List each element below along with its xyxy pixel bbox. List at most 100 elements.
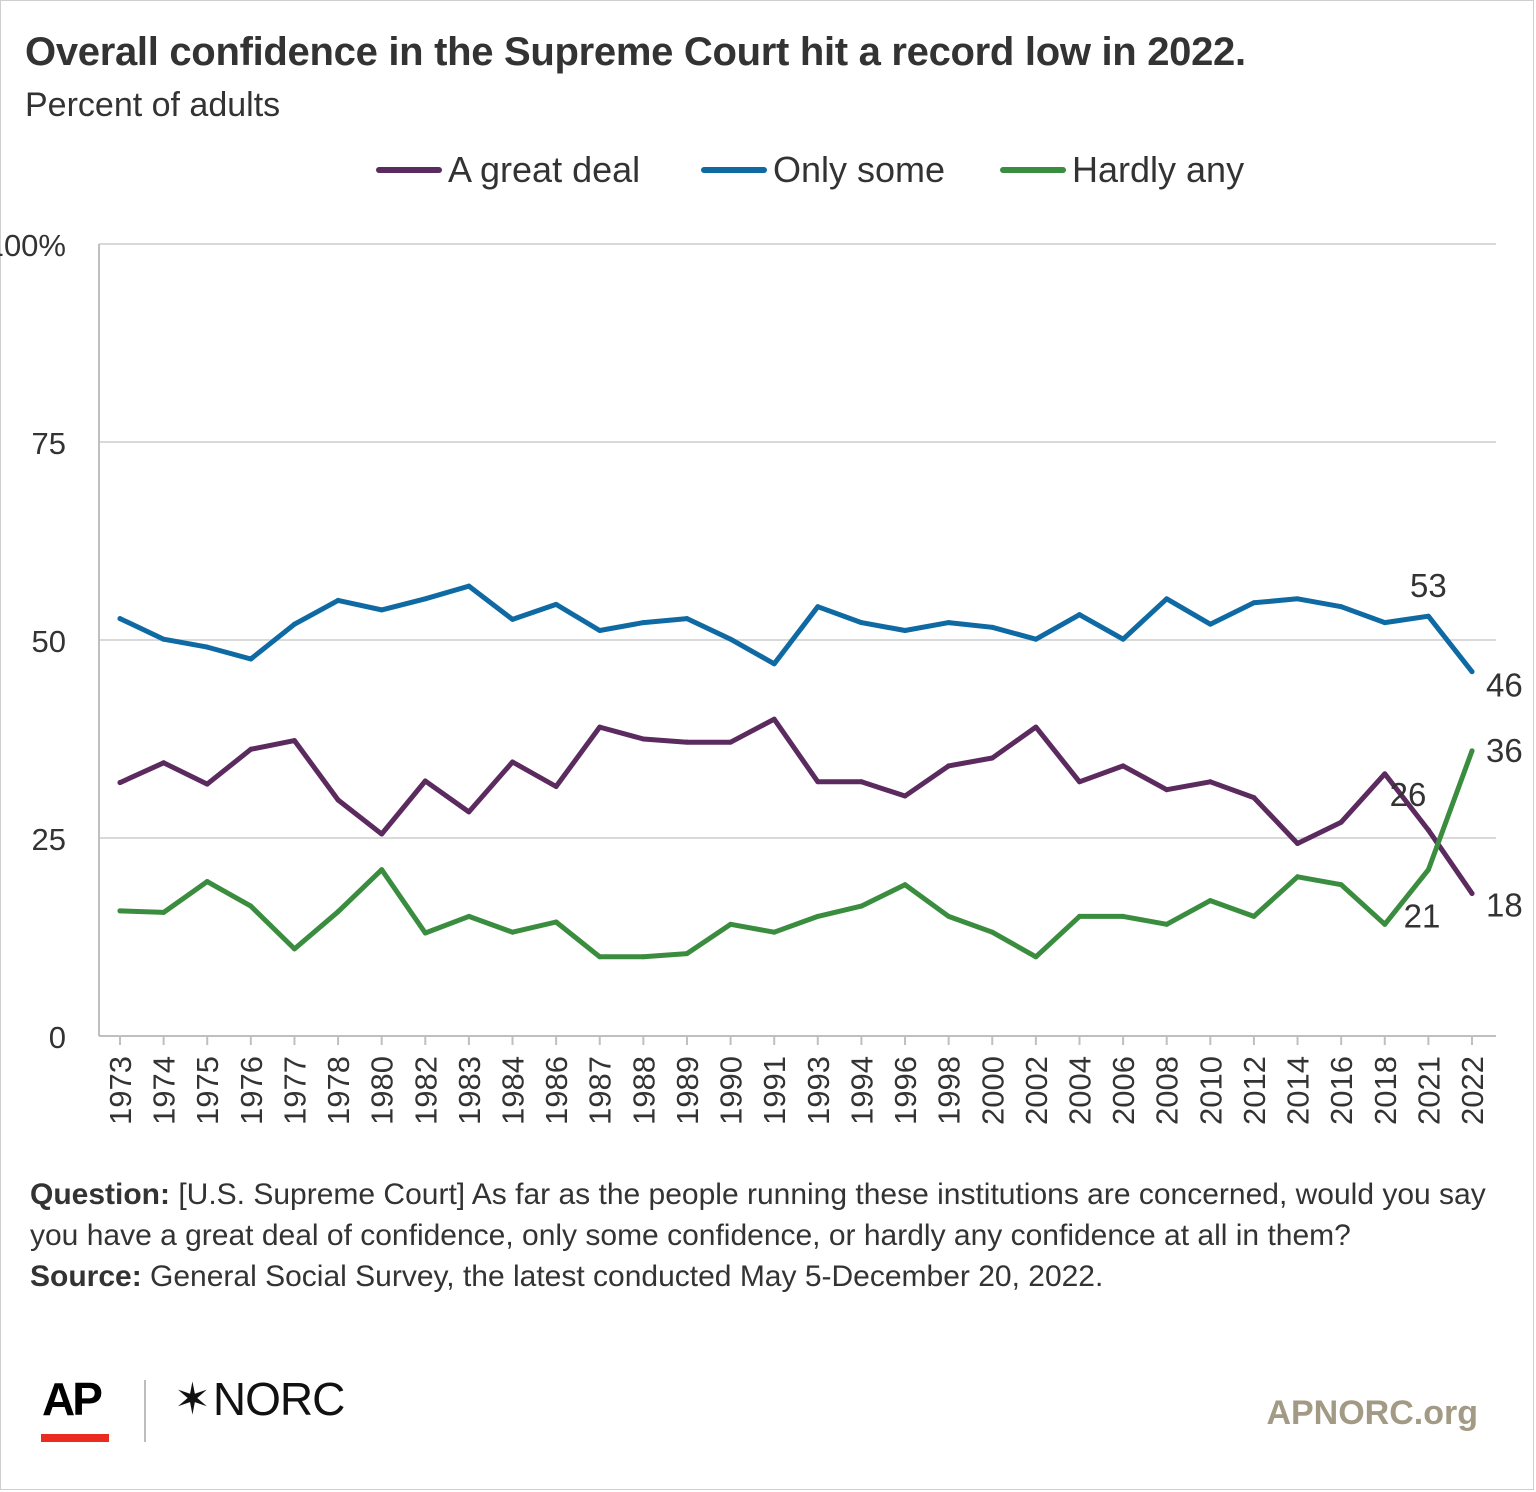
legend-item-hardly-any: Hardly any — [1000, 145, 1244, 195]
website-link[interactable]: APNORC.org — [1266, 1394, 1478, 1432]
data-point — [1338, 604, 1344, 610]
x-tick-label: 2002 — [1019, 1056, 1054, 1125]
data-point — [161, 909, 167, 915]
x-tick-label: 1984 — [496, 1056, 531, 1125]
x-tick-label: 2022 — [1455, 1056, 1490, 1125]
ap-logo: AP — [42, 1373, 103, 1425]
data-point — [815, 604, 821, 610]
data-point — [1164, 787, 1170, 793]
norc-logo: ✶ NORC — [174, 1372, 345, 1426]
legend-swatch-great-deal — [376, 167, 442, 173]
data-point — [1164, 921, 1170, 927]
data-point — [161, 636, 167, 642]
legend-label-only-some: Only some — [773, 149, 946, 190]
data-point — [379, 867, 385, 873]
data-point — [1120, 913, 1126, 919]
data-point — [946, 913, 952, 919]
data-label: 26 — [1390, 776, 1427, 813]
data-point — [858, 620, 864, 626]
chart-subtitle: Percent of adults — [25, 86, 281, 124]
data-point — [422, 778, 428, 784]
x-tick-label: 2000 — [975, 1056, 1010, 1125]
line-chart: 0255075100%19731974197519761977197819801… — [0, 228, 1523, 1125]
data-point — [684, 951, 690, 957]
data-point — [1338, 819, 1344, 825]
star-icon: ✶ — [174, 1373, 211, 1425]
legend-label-hardly-any: Hardly any — [1072, 149, 1245, 190]
x-tick-label: 1973 — [103, 1056, 138, 1125]
data-point — [1251, 600, 1257, 606]
x-tick-label: 2010 — [1193, 1056, 1228, 1125]
data-point — [248, 656, 254, 662]
data-point — [248, 903, 254, 909]
x-tick-label: 1993 — [801, 1056, 836, 1125]
y-tick-label: 0 — [49, 1020, 66, 1055]
data-point — [117, 616, 123, 622]
legend: A great deal Only some Hardly any — [0, 145, 1536, 195]
data-point — [815, 913, 821, 919]
footer-notes: Question: [U.S. Supreme Court] As far as… — [30, 1174, 1490, 1297]
data-label: 36 — [1486, 732, 1523, 769]
data-point — [291, 946, 297, 952]
data-point — [946, 763, 952, 769]
data-point — [1338, 882, 1344, 888]
question-note: Question: [U.S. Supreme Court] As far as… — [30, 1174, 1490, 1256]
x-tick-label: 2016 — [1324, 1056, 1359, 1125]
data-point — [640, 620, 646, 626]
data-point — [597, 627, 603, 633]
x-tick-label: 1982 — [408, 1056, 443, 1125]
data-point — [1164, 596, 1170, 602]
data-point — [1295, 841, 1301, 847]
data-point — [1033, 724, 1039, 730]
data-point — [379, 831, 385, 837]
x-tick-label: 1975 — [190, 1056, 225, 1125]
series-line-1 — [117, 716, 1475, 896]
series-line-2 — [117, 583, 1475, 675]
question-text: [U.S. Supreme Court] As far as the peopl… — [30, 1178, 1486, 1252]
data-label: 53 — [1410, 567, 1447, 604]
data-point — [335, 597, 341, 603]
data-point — [1469, 669, 1475, 675]
data-point — [1207, 779, 1213, 785]
legend-item-great-deal: A great deal — [376, 145, 640, 195]
data-point — [379, 607, 385, 613]
x-tick-label: 1996 — [888, 1056, 923, 1125]
data-point — [466, 913, 472, 919]
data-point — [1207, 621, 1213, 627]
data-point — [640, 954, 646, 960]
data-point — [510, 759, 516, 765]
data-point — [1425, 867, 1431, 873]
x-tick-label: 1989 — [670, 1056, 705, 1125]
x-tick-label: 1986 — [539, 1056, 574, 1125]
x-tick-label: 1987 — [583, 1056, 618, 1125]
data-point — [204, 644, 210, 650]
data-point — [1033, 954, 1039, 960]
data-point — [117, 908, 123, 914]
data-point — [858, 903, 864, 909]
y-tick-label: 100% — [0, 228, 66, 263]
data-point — [1207, 898, 1213, 904]
legend-item-only-some: Only some — [701, 145, 945, 195]
data-point — [248, 746, 254, 752]
x-tick-label: 1980 — [365, 1056, 400, 1125]
source-label: Source: — [30, 1260, 142, 1293]
x-tick-label: 1976 — [234, 1056, 269, 1125]
data-label: 46 — [1486, 667, 1523, 704]
data-point — [1425, 827, 1431, 833]
data-point — [291, 621, 297, 627]
data-point — [902, 627, 908, 633]
data-point — [946, 620, 952, 626]
x-tick-label: 1988 — [626, 1056, 661, 1125]
data-point — [1120, 636, 1126, 642]
data-point — [1076, 612, 1082, 618]
data-label: 21 — [1404, 898, 1441, 935]
question-label: Question: — [30, 1178, 170, 1211]
data-point — [204, 781, 210, 787]
x-tick-label: 1990 — [714, 1056, 749, 1125]
data-point — [1076, 913, 1082, 919]
data-point — [771, 716, 777, 722]
data-point — [1120, 763, 1126, 769]
data-point — [1382, 771, 1388, 777]
data-point — [771, 929, 777, 935]
data-point — [728, 636, 734, 642]
